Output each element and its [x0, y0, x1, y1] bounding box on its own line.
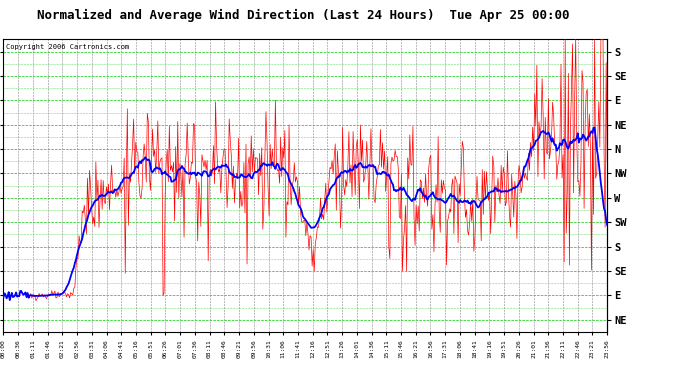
- Text: Copyright 2006 Cartronics.com: Copyright 2006 Cartronics.com: [6, 44, 130, 50]
- Text: Normalized and Average Wind Direction (Last 24 Hours)  Tue Apr 25 00:00: Normalized and Average Wind Direction (L…: [37, 9, 570, 22]
